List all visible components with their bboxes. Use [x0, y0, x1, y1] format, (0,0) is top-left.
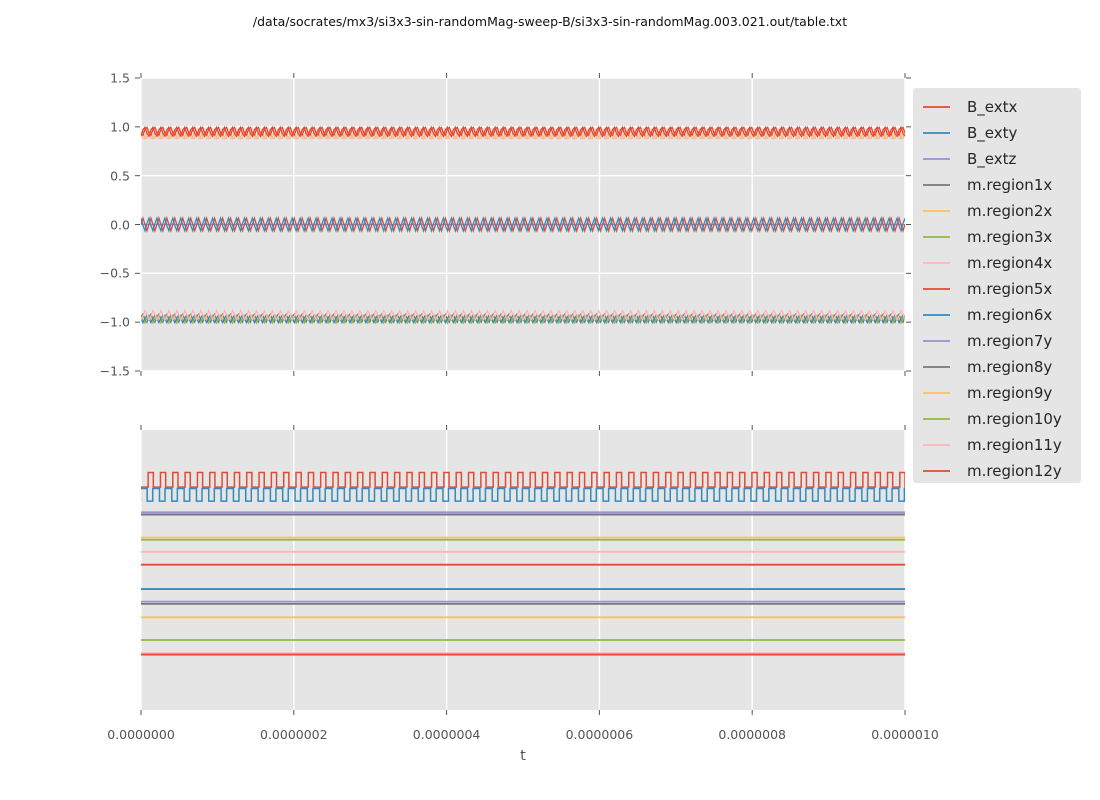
series-m.region11y — [141, 308, 905, 322]
legend-item: B_exty — [923, 120, 1081, 146]
legend-label: m.region7y — [967, 332, 1053, 350]
legend-item: B_extx — [923, 94, 1081, 120]
legend-label: B_extz — [967, 150, 1017, 168]
legend-line-swatch — [923, 392, 950, 394]
legend-label: m.region12y — [967, 462, 1062, 480]
legend-label: B_exty — [967, 124, 1018, 142]
legend-item: m.region9y — [923, 380, 1081, 406]
legend-line-swatch — [923, 444, 950, 446]
legend-line-swatch — [923, 210, 950, 212]
x-tick-label: 0.0000004 — [412, 727, 481, 742]
legend-item: m.region4x — [923, 250, 1081, 276]
legend-item: m.region3x — [923, 224, 1081, 250]
legend-item: m.region7y — [923, 328, 1081, 354]
x-tick-label: 0.0000010 — [871, 727, 939, 742]
legend-item: m.region12y — [923, 458, 1081, 484]
series-m.region5x — [141, 126, 905, 137]
legend-line-swatch — [923, 158, 950, 160]
y-tick-label: 1.0 — [110, 119, 130, 135]
x-tick-label: 0.0000000 — [107, 727, 175, 742]
legend-line-swatch — [923, 288, 950, 290]
series-B_extx — [141, 215, 905, 234]
legend-label: m.region10y — [967, 410, 1062, 428]
legend-line-swatch — [923, 106, 950, 108]
x-tick-label: 0.0000006 — [565, 727, 634, 742]
legend-label: m.region6x — [967, 306, 1053, 324]
legend-line-swatch — [923, 132, 950, 134]
legend-line-swatch — [923, 184, 950, 186]
legend-line-swatch — [923, 314, 950, 316]
figure-title: /data/socrates/mx3/si3x3-sin-randomMag-s… — [252, 14, 848, 29]
series-m.region12y — [141, 125, 905, 138]
legend-box: B_extx B_exty B_extz m.region1x m.region2x m.… — [913, 88, 1081, 483]
legend-label: B_extx — [967, 98, 1018, 116]
y-tick-label: 0.0 — [110, 217, 130, 232]
series-m.region3x — [141, 314, 905, 325]
series-B_exty — [141, 216, 905, 233]
x-tick-label: 0.0000008 — [718, 727, 786, 742]
legend-line-swatch — [923, 418, 950, 420]
legend-item: m.region11y — [923, 432, 1081, 458]
series-B_exty — [141, 487, 905, 502]
legend-label: m.region2x — [967, 202, 1053, 220]
legend-label: m.region5x — [967, 280, 1053, 298]
legend-item: m.region8y — [923, 354, 1081, 380]
series-B_extx — [141, 471, 905, 488]
legend-item: m.region6x — [923, 302, 1081, 328]
legend-label: m.region9y — [967, 384, 1053, 402]
legend-line-swatch — [923, 262, 950, 264]
y-tick-label: 1.5 — [110, 70, 130, 86]
y-tick-label: 0.5 — [110, 168, 130, 184]
legend-item: m.region1x — [923, 172, 1081, 198]
legend-item: B_extz — [923, 146, 1081, 172]
x-tick-label: 0.0000002 — [259, 727, 328, 742]
x-axis-label: t — [520, 748, 526, 764]
legend-label: m.region11y — [967, 436, 1062, 454]
legend-label: m.region8y — [967, 358, 1053, 376]
legend-item: m.region5x — [923, 276, 1081, 302]
legend-item: m.region10y — [923, 406, 1081, 432]
legend-label: m.region1x — [967, 176, 1053, 194]
legend-line-swatch — [923, 470, 950, 472]
legend-label: m.region3x — [967, 228, 1053, 246]
y-tick-label: −1.0 — [99, 314, 130, 330]
legend-line-swatch — [923, 366, 950, 368]
legend-label: m.region4x — [967, 254, 1053, 272]
legend-item: m.region2x — [923, 198, 1081, 224]
y-tick-label: −1.5 — [99, 363, 130, 379]
legend-line-swatch — [923, 340, 950, 342]
y-tick-label: −0.5 — [99, 265, 130, 281]
legend-line-swatch — [923, 236, 950, 238]
